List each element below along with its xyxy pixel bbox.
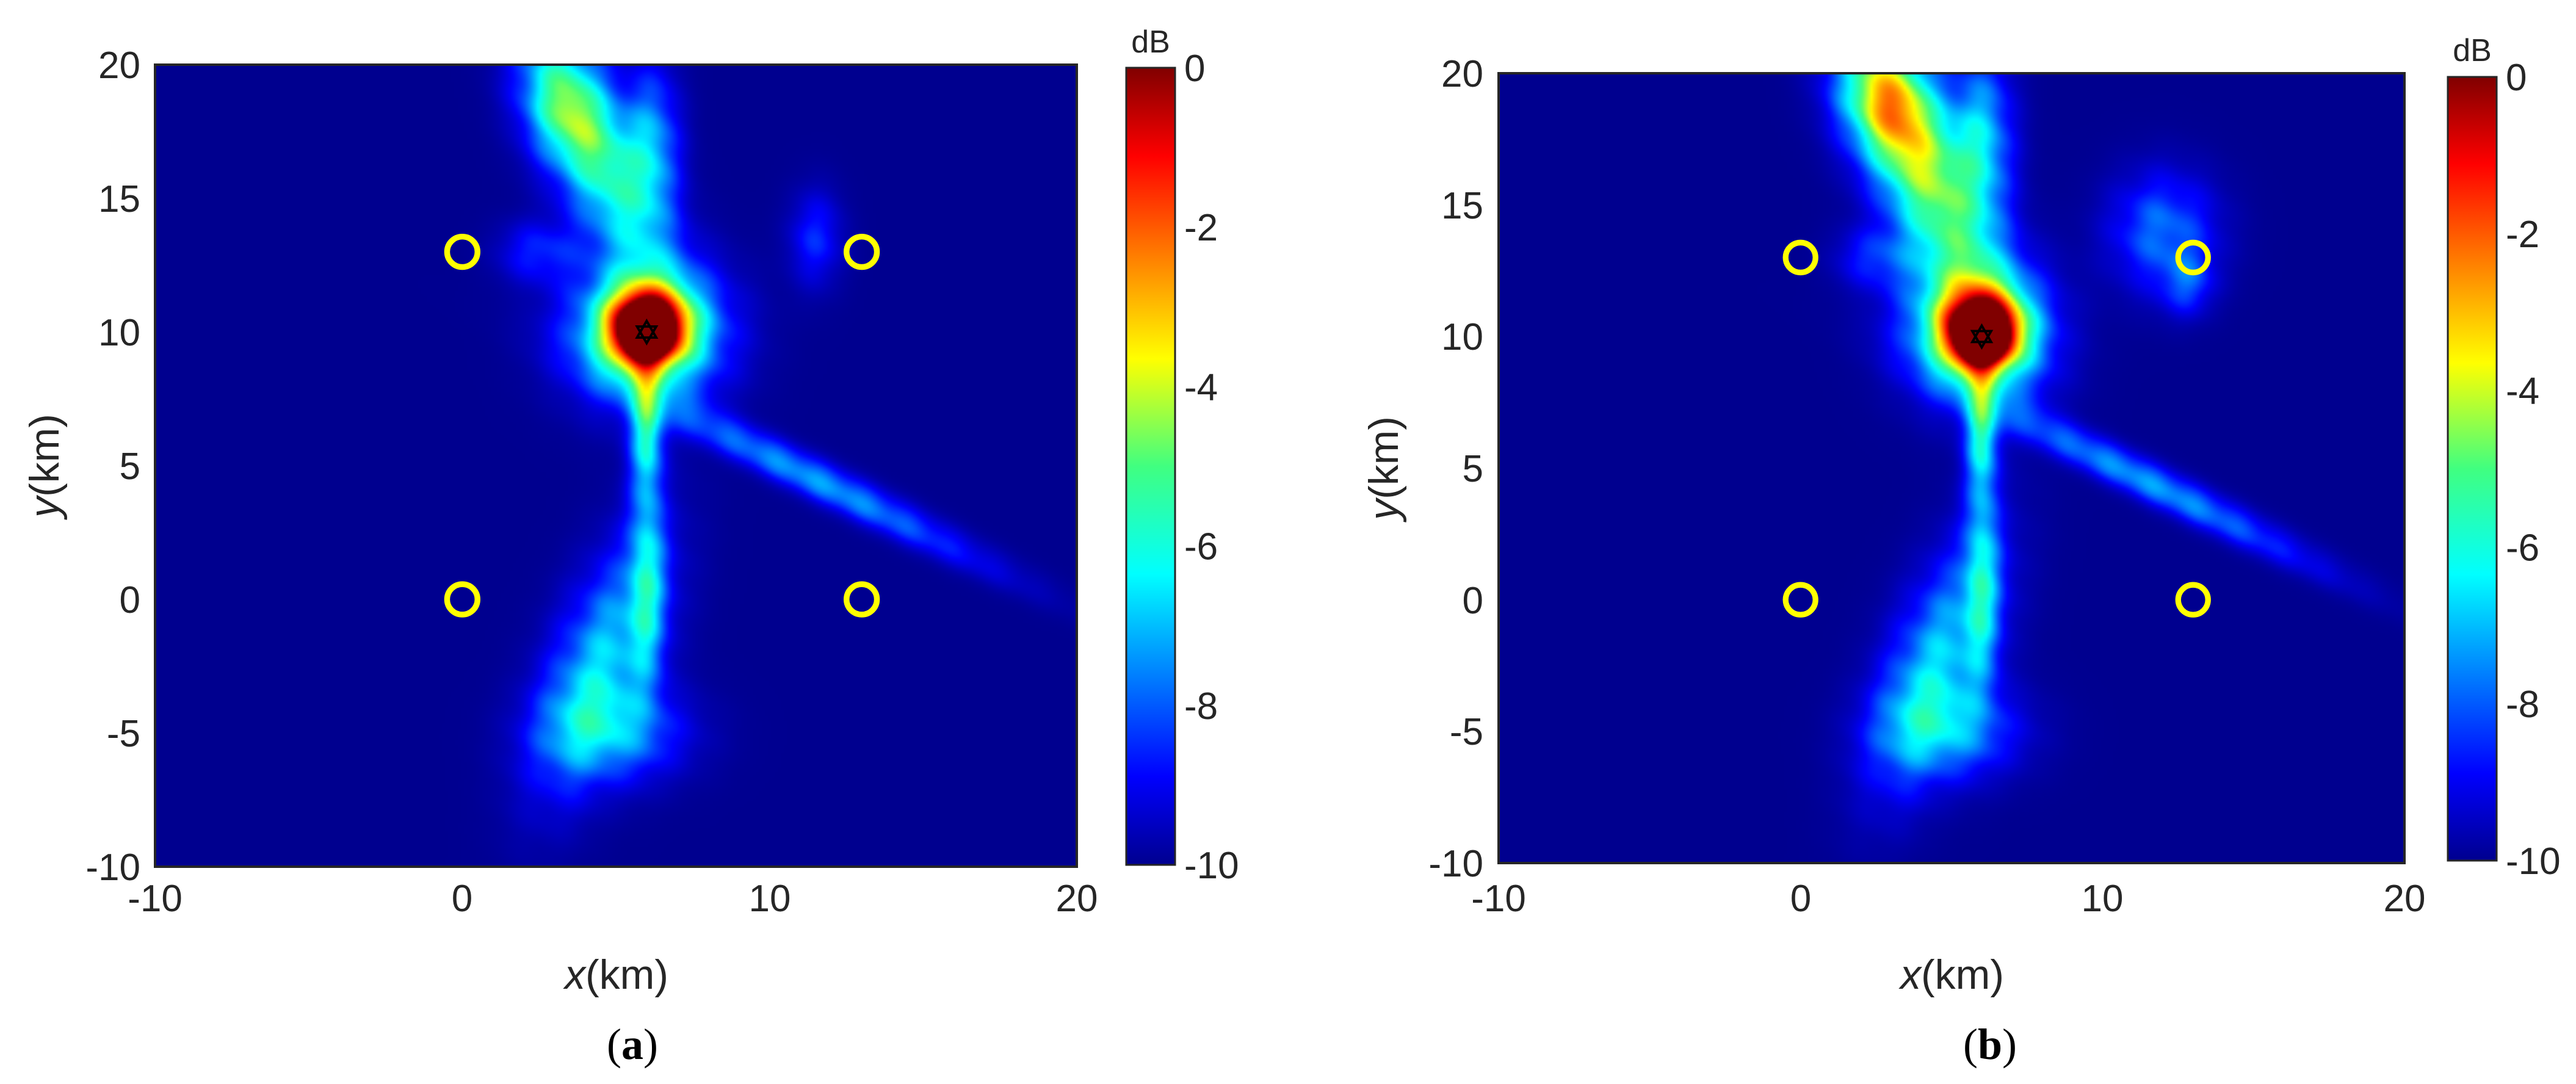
colorbar-ticks: 0 -2 -4 -6 -8 -10 — [1184, 48, 1239, 887]
y-tick-label: 15 — [98, 178, 140, 220]
y-axis-ticks: -10 -5 0 5 10 15 20 — [1428, 53, 1483, 885]
y-tick-label: 10 — [1441, 316, 1483, 358]
colorbar-tick-label: -4 — [1184, 366, 1218, 408]
colorbar-tick-label: -10 — [1184, 845, 1239, 887]
source-hexagram — [635, 318, 659, 339]
colorbar-unit-label: dB — [1131, 24, 1170, 60]
y-axis-label: y(km) — [21, 414, 68, 520]
source-marker — [1970, 323, 1994, 350]
receiver-marker — [444, 581, 480, 618]
source-hexagram — [1970, 330, 1994, 350]
intensity-heatmap — [155, 65, 1077, 867]
x-tick-label: -10 — [1471, 878, 1526, 920]
y-tick-label: 20 — [1441, 53, 1483, 95]
x-axis-label: x(km) — [563, 952, 668, 998]
colorbar-tick-label: -2 — [1184, 207, 1218, 249]
source-hexagram — [635, 325, 659, 346]
y-tick-label: -5 — [107, 713, 140, 755]
colorbar-tick-label: -10 — [2506, 840, 2561, 883]
y-tick-label: -10 — [85, 847, 140, 889]
colorbar-tick-label: -6 — [2506, 527, 2539, 569]
y-axis-label: y(km) — [1361, 416, 1407, 522]
colorbar-ticks: 0 -2 -4 -6 -8 -10 — [2506, 57, 2561, 883]
panel-b: -10 0 10 20 -10 -5 0 5 10 15 20 x(km) y(… — [1361, 33, 2561, 1069]
plot-frame — [1497, 72, 2406, 864]
receiver-markers — [444, 233, 880, 618]
x-axis-ticks: -10 0 10 20 — [128, 878, 1098, 920]
receiver-marker — [844, 581, 880, 618]
y-tick-label: 5 — [1463, 448, 1483, 490]
colorbar-tick-label: -8 — [2506, 684, 2539, 726]
receiver-marker — [1782, 582, 1818, 618]
intensity-heatmap — [1499, 73, 2404, 863]
x-tick-label: 10 — [2082, 878, 2124, 920]
x-tick-label: 0 — [452, 878, 472, 920]
colorbar-gradient — [1125, 67, 1176, 866]
receiver-markers — [1782, 239, 2211, 618]
y-tick-label: 0 — [1463, 580, 1483, 622]
x-tick-label: 20 — [2384, 878, 2426, 920]
x-tick-label: -10 — [128, 878, 183, 920]
receiver-marker — [2175, 582, 2211, 618]
x-tick-label: 20 — [1056, 878, 1098, 920]
source-marker — [635, 318, 659, 346]
colorbar-tick-label: -4 — [2506, 370, 2539, 413]
receiver-marker — [844, 233, 880, 270]
x-tick-label: 10 — [749, 878, 791, 920]
colorbar-tick-label: 0 — [2506, 57, 2527, 99]
receiver-marker — [2175, 239, 2211, 276]
x-tick-label: 0 — [1790, 878, 1811, 920]
colorbar-tick-label: -6 — [1184, 526, 1218, 568]
y-tick-label: 20 — [98, 45, 140, 87]
panel-label: (b) — [1963, 1020, 2017, 1069]
y-tick-label: 10 — [98, 312, 140, 354]
x-axis-label: x(km) — [1898, 952, 2004, 998]
y-tick-label: 15 — [1441, 185, 1483, 227]
colorbar-tick-label: -2 — [2506, 214, 2539, 256]
y-tick-label: -10 — [1428, 843, 1483, 885]
x-axis-ticks: -10 0 10 20 — [1471, 878, 2425, 920]
colorbar: dB 0 -2 -4 -6 -8 -10 — [1125, 24, 1239, 887]
y-tick-label: 0 — [120, 579, 140, 621]
source-hexagram — [1970, 323, 1994, 344]
colorbar-gradient — [2447, 76, 2498, 862]
colorbar-unit-label: dB — [2453, 33, 2492, 68]
y-axis-ticks: -10 -5 0 5 10 15 20 — [85, 45, 140, 889]
colorbar-tick-label: -8 — [1184, 685, 1218, 728]
panel-label: (a) — [607, 1020, 658, 1069]
colorbar-tick-label: 0 — [1184, 48, 1205, 90]
plot-frame — [154, 63, 1078, 868]
receiver-marker — [1782, 239, 1818, 276]
panel-a: -10 0 10 20 -10 -5 0 5 10 15 20 x(km) y(… — [21, 24, 1239, 1069]
y-tick-label: 5 — [120, 446, 140, 488]
receiver-marker — [444, 233, 480, 270]
colorbar: dB 0 -2 -4 -6 -8 -10 — [2447, 33, 2561, 883]
y-tick-label: -5 — [1450, 711, 1483, 753]
